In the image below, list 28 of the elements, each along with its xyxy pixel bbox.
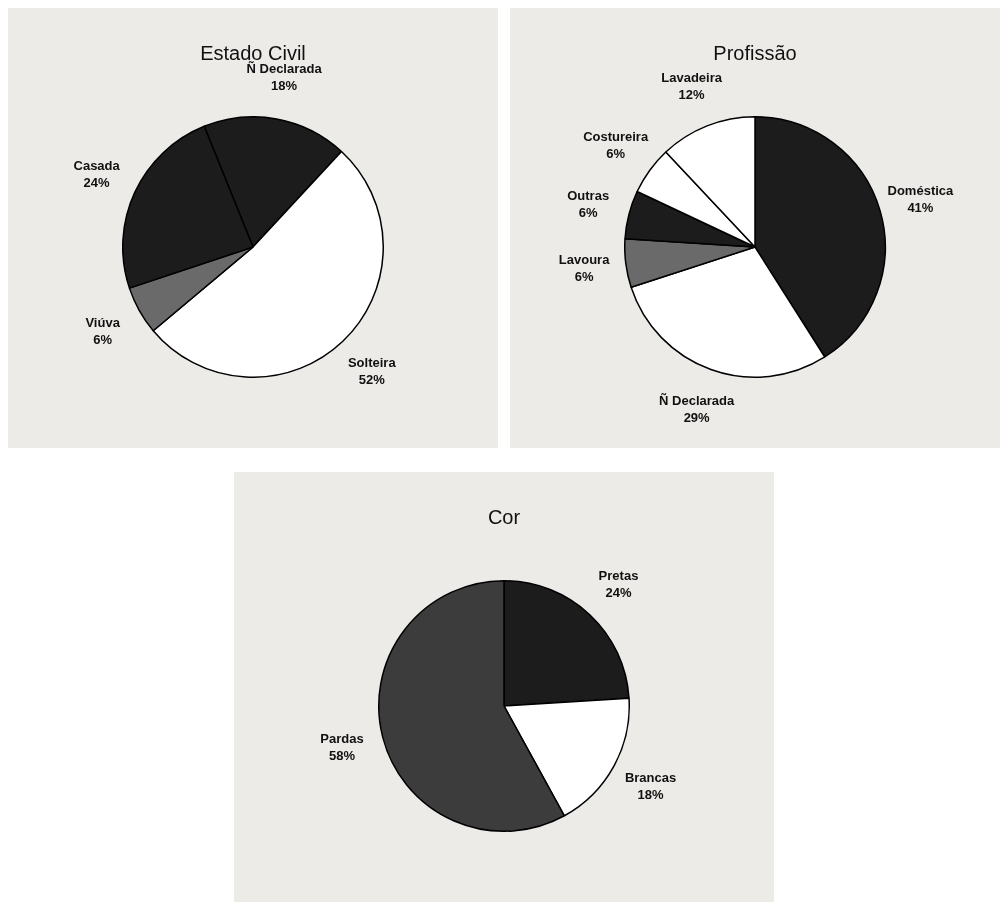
slice-label: Viúva: [85, 314, 121, 330]
data-label: 18%: [637, 787, 665, 803]
slice-label: Pardas: [320, 731, 364, 747]
data-label: 29%: [683, 409, 711, 425]
slice-label: Brancas: [624, 770, 677, 786]
slice-label: Ñ Declarada: [659, 392, 735, 408]
data-label: 41%: [907, 199, 934, 215]
data-label: 58%: [328, 748, 356, 764]
slice-label: Doméstica: [887, 182, 955, 198]
chart-title: Cor: [487, 505, 521, 528]
data-label: 6%: [578, 204, 598, 220]
slice-label: Lavoura: [558, 252, 611, 268]
data-label: 24%: [605, 584, 632, 600]
slice-label: Pretas: [598, 567, 639, 583]
slice-label: Lavadeira: [661, 70, 723, 86]
data-label: 12%: [678, 87, 706, 103]
chart-title: Profissão: [713, 41, 797, 64]
data-label: 6%: [93, 331, 113, 347]
data-label: 18%: [271, 78, 298, 94]
slice-label: Solteira: [347, 355, 397, 371]
data-label: 52%: [358, 372, 386, 388]
slice-label: Costureira: [583, 129, 649, 145]
slice-label: Casada: [73, 158, 121, 174]
slice-label: Ñ Declarada: [246, 61, 323, 77]
data-label: 6%: [574, 269, 594, 285]
slice-label: Outras: [567, 187, 610, 203]
data-label: 6%: [606, 146, 626, 162]
data-label: 24%: [83, 175, 111, 191]
